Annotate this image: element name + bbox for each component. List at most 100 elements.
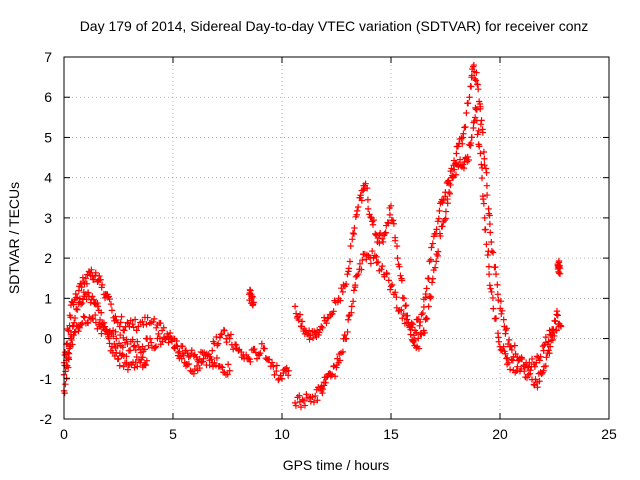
data-point	[445, 180, 453, 187]
data-point	[362, 180, 369, 187]
data-point	[459, 140, 466, 147]
data-point	[71, 314, 79, 322]
data-point	[437, 232, 444, 240]
data-point	[528, 355, 536, 363]
data-point	[466, 94, 473, 101]
data-point	[460, 164, 468, 172]
data-point	[353, 207, 361, 215]
data-point	[96, 272, 103, 280]
data-point	[353, 272, 361, 279]
data-point	[310, 398, 318, 406]
data-point	[291, 303, 299, 310]
data-point	[129, 320, 136, 328]
data-point	[196, 364, 203, 372]
data-point	[115, 355, 122, 362]
data-point	[456, 156, 464, 163]
data-point	[178, 355, 185, 362]
data-point	[191, 365, 199, 373]
data-point	[479, 129, 487, 136]
data-point	[140, 321, 147, 329]
data-point	[349, 298, 357, 305]
data-point	[275, 376, 282, 384]
series-cluster-8-6h	[246, 286, 257, 309]
axis-ticks: 0 5 10 15 20 25 -2 -1 0 1 2 3 4 5 6 7	[40, 49, 617, 442]
data-point	[388, 281, 396, 289]
data-point	[422, 314, 430, 322]
data-point	[124, 319, 131, 326]
data-point	[553, 307, 561, 315]
data-point	[351, 281, 359, 289]
data-point	[468, 134, 476, 141]
data-point	[555, 269, 563, 277]
data-point	[465, 156, 472, 164]
data-point	[527, 367, 534, 374]
data-point	[131, 342, 138, 349]
data-point	[373, 253, 380, 261]
data-point	[253, 355, 261, 362]
data-point	[216, 334, 224, 341]
data-point	[268, 359, 276, 366]
data-point	[554, 312, 561, 319]
data-point	[467, 142, 474, 149]
data-point	[330, 308, 337, 315]
data-point	[232, 341, 240, 349]
y-tick-label: 2	[44, 250, 52, 266]
data-point	[444, 200, 451, 207]
data-point	[542, 333, 550, 341]
data-point	[555, 264, 562, 271]
data-point	[155, 330, 162, 338]
data-point	[187, 367, 194, 374]
data-point	[399, 315, 406, 322]
data-point	[339, 348, 347, 356]
data-point	[226, 367, 233, 374]
data-point	[314, 397, 321, 404]
data-point	[423, 315, 431, 323]
y-tick-label: 7	[44, 49, 52, 65]
data-point	[502, 350, 509, 357]
data-point	[473, 69, 480, 76]
data-point	[347, 242, 354, 250]
plot-frame	[63, 56, 610, 420]
data-point	[373, 259, 380, 266]
data-point	[367, 213, 374, 221]
data-point	[123, 353, 130, 360]
data-point	[546, 343, 554, 350]
data-point	[552, 318, 559, 325]
data-point	[226, 335, 233, 342]
data-point	[151, 315, 158, 323]
data-point	[247, 287, 254, 294]
data-point	[383, 270, 391, 278]
data-point	[94, 303, 102, 310]
data-point	[369, 221, 377, 228]
data-point	[471, 75, 479, 83]
data-point	[205, 351, 212, 358]
data-point	[546, 350, 553, 357]
data-point	[224, 371, 231, 378]
data-point	[385, 220, 392, 227]
x-tick-label: 5	[169, 426, 177, 442]
data-point	[185, 360, 193, 368]
data-point	[533, 359, 540, 366]
y-tick-label: -2	[40, 411, 53, 427]
data-point	[143, 321, 150, 328]
data-point	[364, 205, 372, 213]
data-point	[398, 306, 405, 314]
data-point	[271, 371, 278, 379]
data-point	[536, 357, 543, 364]
data-point	[454, 143, 462, 150]
data-point	[370, 216, 378, 224]
data-point	[389, 217, 397, 224]
data-point	[387, 286, 394, 293]
data-point	[397, 272, 404, 279]
data-point	[366, 211, 373, 218]
data-point	[475, 85, 482, 93]
data-point	[392, 289, 399, 296]
data-point	[291, 399, 299, 407]
data-point	[160, 324, 167, 331]
data-point	[557, 323, 565, 330]
data-point	[413, 329, 420, 336]
data-point	[72, 305, 80, 313]
data-point	[344, 271, 351, 278]
data-point	[478, 117, 485, 124]
data-point	[184, 361, 191, 368]
